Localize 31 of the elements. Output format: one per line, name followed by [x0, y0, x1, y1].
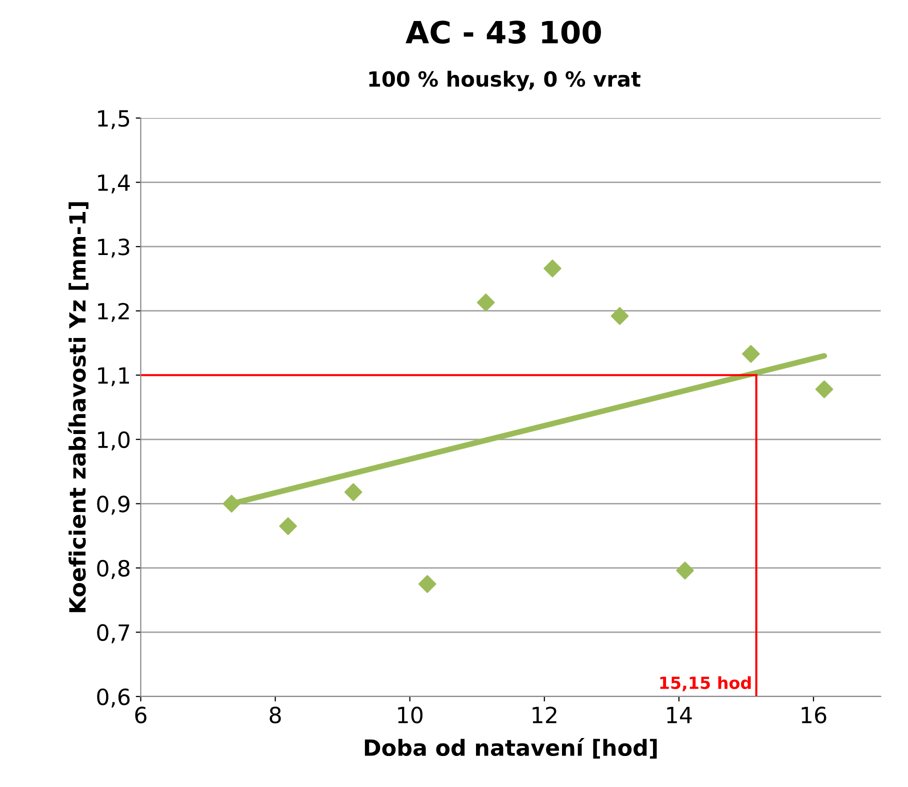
point	[815, 380, 834, 398]
point	[279, 517, 297, 536]
ref-line-label: 15,15 hod	[660, 676, 751, 692]
x-tick-label: 12	[532, 706, 556, 724]
y-tick-label: 1,0	[98, 431, 130, 450]
y-tick-label: 0,9	[97, 496, 130, 515]
point	[742, 345, 760, 363]
y-tick-label: 0,7	[97, 624, 130, 644]
point	[476, 294, 495, 312]
point	[676, 562, 694, 580]
y-tick-label: 1,2	[98, 302, 129, 322]
x-tick-label: 6	[135, 706, 146, 724]
point	[222, 494, 240, 513]
y-tick-label: 0,8	[97, 560, 130, 579]
y-tick-label: 0,6	[97, 688, 130, 708]
y-axis-title: Koeficient zabíhavosti Yz [mm-1]	[68, 202, 88, 612]
y-tick-label: 1,3	[98, 238, 130, 258]
y-tick-label: 1,1	[98, 367, 129, 386]
y-tick-label: 1,5	[98, 110, 130, 130]
point	[610, 307, 629, 325]
x-axis-title: Doba od natavení [hod]	[364, 738, 657, 759]
x-tick-label: 8	[270, 706, 281, 724]
chart-subtitle: 100 % housky, 0 % vrat	[369, 70, 640, 92]
y-tick-label: 1,4	[98, 174, 130, 194]
x-tick-label: 10	[398, 706, 422, 724]
x-tick-label: 16	[802, 706, 826, 724]
chart-title: AC - 43 100	[406, 20, 601, 44]
point	[344, 483, 362, 502]
point	[418, 575, 436, 593]
x-tick-label: 14	[667, 706, 692, 724]
point	[544, 260, 562, 278]
